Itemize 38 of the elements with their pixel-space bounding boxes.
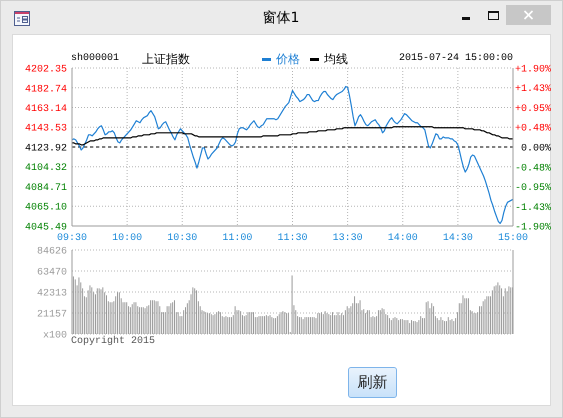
x-tick-label: 15:00	[498, 233, 528, 244]
y-tick-label: 4084.71	[24, 182, 67, 194]
y2-tick-label: -0.95%	[514, 183, 551, 194]
chart-subtitle: sh000001	[71, 53, 120, 65]
y-tick-label: 63470	[36, 268, 67, 278]
y-tick-label: 21157	[36, 310, 67, 320]
x-tick-label: 10:00	[112, 233, 142, 244]
x-tick-label: 11:00	[222, 233, 252, 244]
y-tick-label: 42313	[36, 288, 67, 300]
y-tick-label: 4123.92	[24, 144, 67, 154]
y2-tick-label: -0.48%	[514, 163, 551, 174]
y-tick-label: 4104.32	[24, 163, 67, 174]
y2-tick-label: +0.48%	[514, 124, 551, 135]
y-tick-label: 4045.49	[24, 222, 67, 234]
legend-label: 价格	[276, 52, 300, 66]
chart-title: 上证指数	[142, 52, 190, 66]
y2-tick-label: +1.90%	[514, 64, 551, 76]
y2-tick-label: 0.00%	[520, 144, 551, 154]
y-tick-label: 4163.14	[24, 104, 67, 115]
y-tick-label: 4182.74	[24, 84, 67, 96]
y2-tick-label: -1.43%	[514, 202, 551, 214]
text: 2015-07-24 15:00:00	[398, 53, 513, 65]
x-tick-label: 14:30	[442, 233, 473, 244]
text: 窗体1	[262, 10, 300, 26]
y2-tick-label: -1.90%	[514, 222, 551, 234]
legend-label: 均线	[324, 52, 348, 66]
line-series	[72, 126, 513, 146]
y-tick-label: 4143.53	[24, 124, 67, 135]
x-tick-label: 14:00	[388, 233, 418, 244]
y2-tick-label: +1.43%	[514, 84, 551, 96]
y-tick-label: 4065.10	[24, 202, 67, 214]
x-tick-label: 10:30	[167, 233, 198, 244]
y2-tick-label: +0.95%	[514, 104, 551, 115]
y-tick-label: 84626	[36, 246, 67, 258]
x-tick-label: 11:30	[277, 233, 308, 244]
y-tick-label: 4202.35	[24, 64, 67, 76]
x-tick-label: 13:30	[332, 233, 363, 244]
x-tick-label: 09:30	[56, 233, 88, 244]
